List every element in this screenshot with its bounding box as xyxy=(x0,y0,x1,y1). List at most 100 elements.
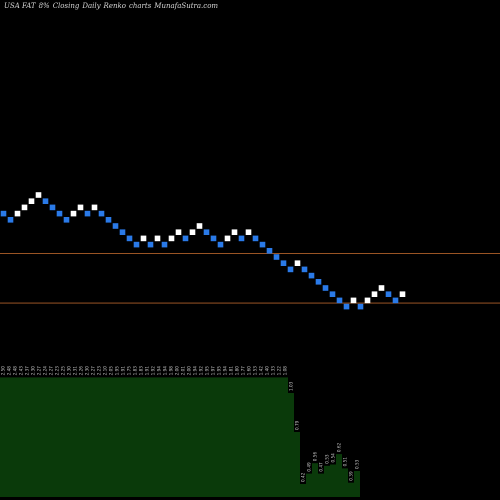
volume-label-5: 2.30 xyxy=(31,366,36,376)
volume-label-21: 1.75 xyxy=(127,366,132,376)
brick-38 xyxy=(266,248,273,254)
title-ticker: USA FAT xyxy=(4,2,36,10)
volume-bar-37 xyxy=(222,377,228,497)
volume-bar-40 xyxy=(240,377,246,497)
brick-2 xyxy=(14,210,21,217)
volume-bar-14 xyxy=(84,377,90,497)
volume-bar-51 xyxy=(306,473,312,497)
volume-bar-24 xyxy=(144,377,150,497)
volume-label-54: 0.53 xyxy=(325,454,330,464)
volume-bar-46 xyxy=(276,377,282,497)
volume-label-51: 0.49 xyxy=(307,462,312,472)
volume-bar-11 xyxy=(66,377,72,497)
brick-48 xyxy=(336,297,343,304)
volume-label-3: 2.43 xyxy=(19,366,24,376)
volume-label-39: 1.80 xyxy=(235,366,240,376)
volume-bar-19 xyxy=(114,377,120,497)
volume-label-34: 1.95 xyxy=(205,366,210,376)
volume-bar-10 xyxy=(60,377,66,497)
brick-36 xyxy=(252,235,259,242)
brick-42 xyxy=(294,260,301,266)
volume-bar-54 xyxy=(324,465,330,497)
volume-bar-7 xyxy=(42,377,48,497)
volume-label-48: 1.03 xyxy=(289,381,294,391)
volume-label-7: 2.24 xyxy=(43,366,48,376)
volume-bar-47 xyxy=(282,377,288,497)
volume-label-15: 2.27 xyxy=(91,366,96,376)
brick-33 xyxy=(231,229,238,235)
brick-24 xyxy=(168,235,175,242)
volume-label-1: 2.48 xyxy=(7,366,12,376)
volume-label-8: 2.27 xyxy=(49,366,54,376)
brick-28 xyxy=(196,223,203,229)
volume-label-46: 1.22 xyxy=(277,366,282,376)
volume-panel xyxy=(0,377,360,497)
brick-57 xyxy=(399,291,406,297)
volume-label-14: 2.30 xyxy=(85,366,90,376)
volume-bar-49 xyxy=(294,432,300,497)
volume-label-19: 1.95 xyxy=(115,366,120,376)
brick-55 xyxy=(385,291,392,297)
brick-40 xyxy=(280,260,287,266)
volume-label-36: 1.95 xyxy=(217,366,222,376)
volume-bar-56 xyxy=(336,454,342,497)
brick-18 xyxy=(126,235,133,242)
volume-label-32: 1.94 xyxy=(193,366,198,376)
brick-29 xyxy=(203,229,210,235)
brick-19 xyxy=(133,241,140,248)
volume-bar-0 xyxy=(0,377,6,497)
brick-34 xyxy=(238,235,245,242)
volume-label-11: 2.30 xyxy=(67,366,72,376)
volume-bar-17 xyxy=(102,377,108,497)
volume-label-31: 2.00 xyxy=(187,366,192,376)
brick-30 xyxy=(210,235,217,242)
brick-16 xyxy=(112,223,119,229)
volume-label-4: 2.37 xyxy=(25,366,30,376)
volume-label-20: 1.91 xyxy=(121,366,126,376)
brick-22 xyxy=(154,235,161,242)
volume-bar-59 xyxy=(354,471,360,497)
brick-3 xyxy=(21,204,28,211)
brick-39 xyxy=(273,254,280,260)
volume-label-24: 1.91 xyxy=(145,366,150,376)
chart-title: USA FAT 8% Closing Daily Renko charts MunafaSu… xyxy=(4,2,221,10)
brick-14 xyxy=(98,210,105,217)
volume-bar-9 xyxy=(54,377,60,497)
volume-bar-48 xyxy=(288,393,294,497)
volume-bar-39 xyxy=(234,377,240,497)
volume-label-33: 1.92 xyxy=(199,366,204,376)
brick-6 xyxy=(42,198,49,204)
volume-label-10: 2.25 xyxy=(61,366,66,376)
volume-label-42: 1.53 xyxy=(253,366,258,376)
brick-4 xyxy=(28,198,35,204)
brick-45 xyxy=(315,279,322,285)
volume-bar-58 xyxy=(348,482,354,497)
volume-bar-4 xyxy=(24,377,30,497)
title-suffix: charts xyxy=(128,2,152,10)
volume-bar-5 xyxy=(30,377,36,497)
volume-bar-41 xyxy=(246,377,252,497)
brick-37 xyxy=(259,241,266,248)
volume-label-25: 1.92 xyxy=(151,366,156,376)
brick-51 xyxy=(357,303,364,310)
volume-bar-26 xyxy=(156,377,162,497)
brick-32 xyxy=(224,235,231,242)
volume-bar-8 xyxy=(48,377,54,497)
volume-label-27: 1.94 xyxy=(163,366,168,376)
volume-label-28: 1.98 xyxy=(169,366,174,376)
brick-1 xyxy=(7,217,14,223)
volume-label-55: 0.54 xyxy=(331,453,336,463)
volume-label-59: 0.53 xyxy=(355,459,360,469)
volume-label-37: 1.94 xyxy=(223,366,228,376)
reference-lines xyxy=(0,253,500,304)
volume-bar-30 xyxy=(180,377,186,497)
brick-27 xyxy=(189,229,196,235)
brick-23 xyxy=(161,241,168,248)
volume-bar-42 xyxy=(252,377,258,497)
brick-20 xyxy=(140,235,147,242)
volume-bar-53 xyxy=(318,473,324,497)
volume-bar-23 xyxy=(138,377,144,497)
brick-8 xyxy=(56,210,63,217)
volume-label-17: 2.10 xyxy=(103,366,108,376)
volume-bar-28 xyxy=(168,377,174,497)
